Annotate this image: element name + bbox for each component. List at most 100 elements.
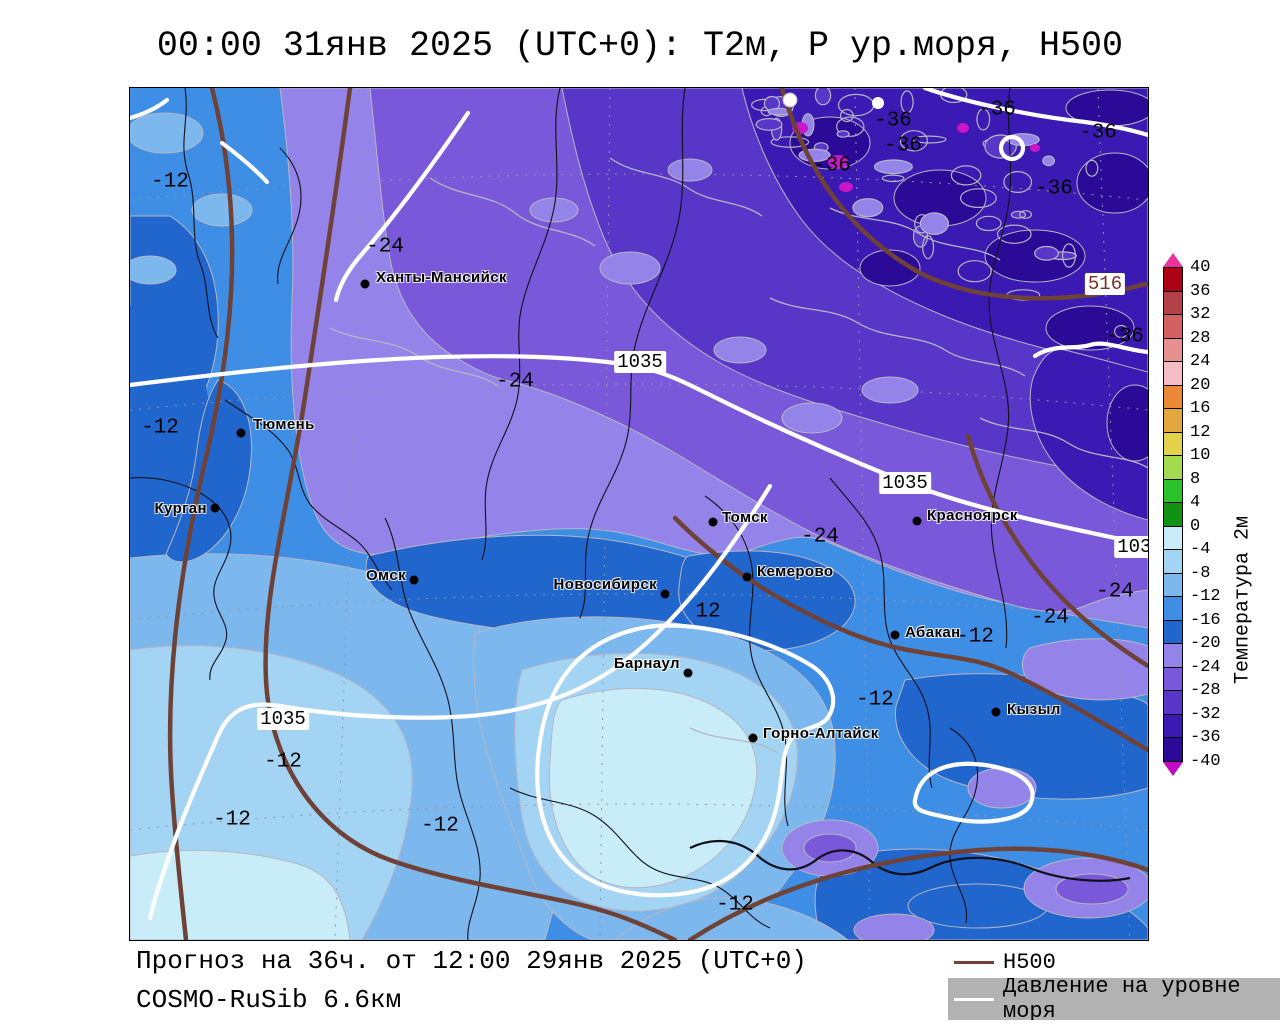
colorbar-tick-label: 8 <box>1190 469 1201 489</box>
h500-line-sample <box>954 961 994 964</box>
city-label: Барнаул <box>613 655 680 672</box>
h500-contour-label: 516 <box>1084 273 1126 295</box>
colorbar-band <box>1164 691 1182 715</box>
city-marker <box>236 428 246 438</box>
city-marker <box>660 589 670 599</box>
colorbar-band <box>1164 573 1182 597</box>
colorbar-tick-label: 40 <box>1190 258 1211 277</box>
city-label: Кемерово <box>757 563 834 580</box>
colorbar-tick-label: 16 <box>1190 399 1211 418</box>
map-label-overlay: -12 -24 -24 -12 -24 12 -12 -12 -24 -24 -12 -12 -12 -1… <box>130 88 1148 940</box>
colorbar-tick-label: -32 <box>1190 704 1221 724</box>
city-label: Курган <box>154 500 207 517</box>
city-label: Новосибирск <box>553 576 657 593</box>
city-marker <box>683 668 693 678</box>
city-label: Кызыл <box>1007 701 1061 718</box>
colorbar-tick-label: 10 <box>1190 446 1211 465</box>
colorbar-band <box>1164 479 1182 503</box>
colorbar-arrow-up-icon <box>1163 253 1183 267</box>
city-marker <box>742 572 752 582</box>
temp-contour-label: -24 <box>1096 580 1134 604</box>
legend-h500-label: Н500 <box>1003 950 1056 975</box>
colorbar-band <box>1164 738 1182 761</box>
temp-contour-label: -36 <box>813 154 851 178</box>
colorbar-band <box>1164 550 1182 574</box>
city-label: Красноярск <box>927 507 1018 524</box>
temp-contour-label: -36 <box>1079 121 1117 145</box>
temp-contour-label: -36 <box>1035 177 1073 201</box>
temp-contour-label: 12 <box>695 600 721 624</box>
city-label: Омск <box>365 567 406 584</box>
city-label: Томск <box>722 509 768 526</box>
colorbar-band <box>1164 714 1182 738</box>
colorbar-tick-label: 12 <box>1190 422 1211 442</box>
temp-contour-label: -24 <box>1031 606 1069 630</box>
colorbar-tick-label: -24 <box>1190 657 1221 677</box>
colorbar-title: Температура 2м <box>1231 515 1255 685</box>
colorbar-tick-label: -8 <box>1190 563 1211 583</box>
temp-contour-label: -36 <box>978 98 1016 122</box>
city-marker <box>210 503 220 513</box>
model-info-line: COSMO-RuSib 6.6км <box>136 985 402 1015</box>
temp-contour-label: -12 <box>151 170 189 194</box>
colorbar-band <box>1164 385 1182 409</box>
forecast-info-line: Прогноз на 36ч. от 12:00 29янв 2025 (UTC… <box>136 946 807 976</box>
colorbar-tick-label: 36 <box>1190 281 1211 301</box>
pressure-isobar-label: 1035 <box>879 472 931 494</box>
colorbar-band <box>1164 362 1182 386</box>
colorbar-band <box>1164 667 1182 691</box>
city-marker <box>708 517 718 527</box>
temp-contour-label: -24 <box>496 370 534 394</box>
colorbar-band <box>1164 597 1182 621</box>
colorbar-band <box>1164 526 1182 550</box>
city-marker <box>748 733 758 743</box>
city-marker <box>991 707 1001 717</box>
temp-contour-label: -12 <box>716 893 754 917</box>
colorbar-cells <box>1163 267 1183 762</box>
temp-contour-label: -12 <box>956 625 994 649</box>
temp-contour-label: -12 <box>213 808 251 832</box>
temp-contour-label: -36 <box>874 109 912 133</box>
legend-pressure: Давление на уровне моря <box>948 978 1280 1020</box>
colorbar-band <box>1164 291 1182 315</box>
colorbar-band <box>1164 338 1182 362</box>
city-label: Тюмень <box>253 416 315 433</box>
colorbar-tick-label: -40 <box>1190 751 1221 771</box>
temp-contour-label: -12 <box>264 750 302 774</box>
forecast-map: -12 -24 -24 -12 -24 12 -12 -12 -24 -24 -12 -12 -12 -1… <box>129 87 1149 941</box>
colorbar-band <box>1164 432 1182 456</box>
pressure-isobar-label: 1035 <box>257 708 309 730</box>
temp-contour-label: -12 <box>856 688 894 712</box>
colorbar-band <box>1164 315 1182 339</box>
colorbar-tick-label: -12 <box>1190 587 1221 606</box>
colorbar-band <box>1164 409 1182 433</box>
pressure-isobar-label: 1035 <box>614 351 666 373</box>
colorbar-band <box>1164 456 1182 480</box>
colorbar-tick-label: -28 <box>1190 681 1221 700</box>
city-marker <box>890 630 900 640</box>
colorbar-tick-label: 20 <box>1190 375 1211 395</box>
colorbar-tick-label: -20 <box>1190 634 1221 653</box>
city-marker <box>409 575 419 585</box>
temperature-colorbar <box>1163 253 1183 776</box>
city-label: Горно-Алтайск <box>763 725 879 742</box>
colorbar-band <box>1164 620 1182 644</box>
pressure-line-sample <box>954 997 994 1001</box>
temp-contour-label: -36 <box>1106 325 1144 349</box>
city-label: Ханты-Мансийск <box>376 269 507 286</box>
pressure-isobar-label: 1035 <box>1114 536 1148 558</box>
colorbar-tick-label: -36 <box>1190 728 1221 747</box>
colorbar-band <box>1164 268 1182 292</box>
colorbar-tick-label: -16 <box>1190 610 1221 630</box>
colorbar-tick-label: -4 <box>1190 540 1211 559</box>
city-marker <box>360 279 370 289</box>
colorbar-band <box>1164 503 1182 527</box>
legend-pressure-label: Давление на уровне моря <box>1003 978 1241 1020</box>
map-graphic <box>130 88 1148 940</box>
colorbar-tick-label: 24 <box>1190 352 1211 371</box>
city-label: Абакан <box>905 624 961 641</box>
map-title: 00:00 31янв 2025 (UTC+0): Т2м, Р ур.моря… <box>156 26 1124 66</box>
temp-contour-label: -12 <box>421 814 459 838</box>
colorbar-tick-label: 28 <box>1190 328 1211 348</box>
